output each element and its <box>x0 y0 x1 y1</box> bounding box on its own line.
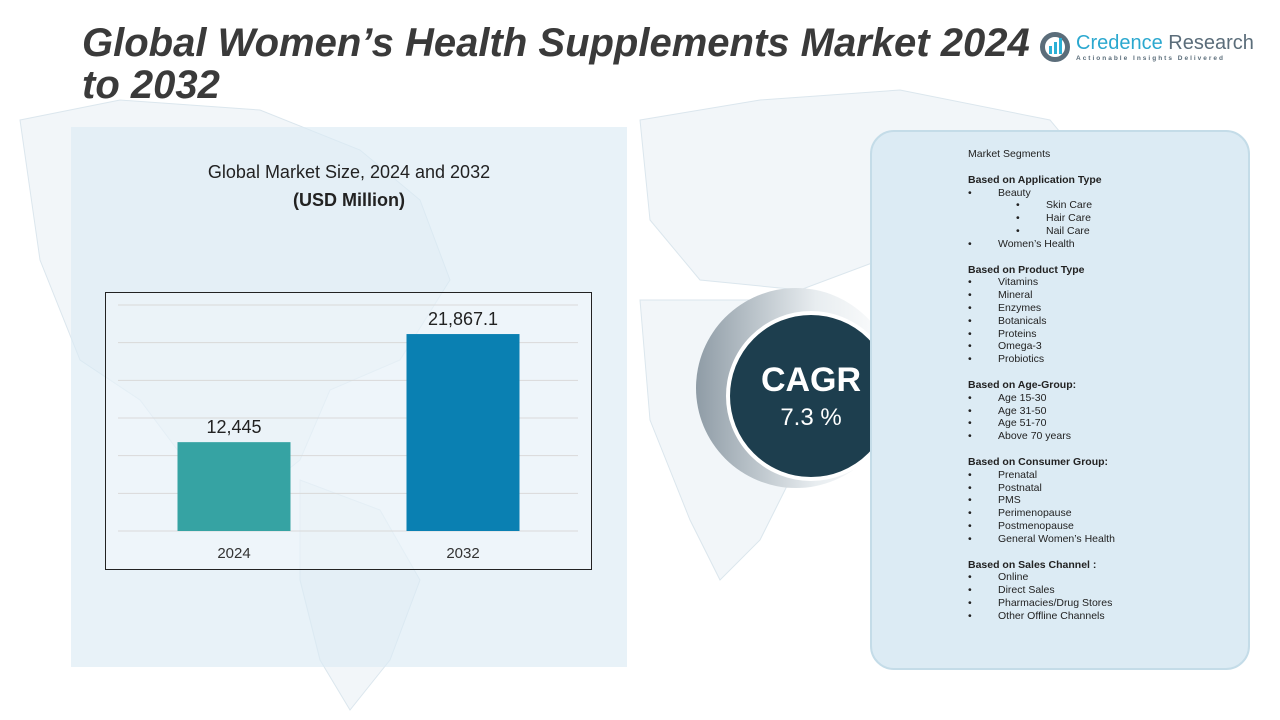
bar-chart: 12,445 2024 21,867.1 2032 <box>105 292 592 570</box>
segment-item: Beauty <box>968 187 1248 200</box>
x-tick-label: 2024 <box>217 545 250 562</box>
page-title: Global Women’s Health Supplements Market… <box>82 21 1030 107</box>
segment-item: Vitamins <box>968 276 1248 289</box>
segments-heading: Market Segments <box>968 148 1051 160</box>
spacer <box>968 546 1248 559</box>
segment-item: Botanicals <box>968 315 1248 328</box>
segment-group-title: Based on Sales Channel : <box>968 558 1097 571</box>
data-label: 12,445 <box>206 417 261 437</box>
segment-group-title: Based on Application Type <box>968 173 1102 186</box>
bar-2032 <box>406 334 520 531</box>
segment-item: Skin Care <box>968 199 1248 212</box>
segment-group-title: Based on Age-Group: <box>968 378 1077 391</box>
cagr-label: CAGR <box>760 361 862 399</box>
bar-2024 <box>177 442 291 531</box>
segment-item: PMS <box>968 494 1248 507</box>
logo-name-a: Credence <box>1076 32 1163 54</box>
segment-item: Above 70 years <box>968 430 1248 443</box>
spacer <box>968 443 1248 456</box>
segment-item: Age 15-30 <box>968 392 1248 405</box>
x-tick-label: 2032 <box>446 545 479 562</box>
segment-item: Direct Sales <box>968 584 1248 597</box>
segment-item: Age 31-50 <box>968 405 1248 418</box>
segment-item: Proteins <box>968 328 1248 341</box>
segment-item: Pharmacies/Drug Stores <box>968 597 1248 610</box>
logo-tagline: Actionable Insights Delivered <box>1076 55 1226 62</box>
logo-name-b: Research <box>1162 32 1254 54</box>
segment-item: Nail Care <box>968 225 1248 238</box>
segment-item: Women’s Health <box>968 238 1248 251</box>
chart-subtitle: (USD Million) <box>293 190 405 210</box>
segment-item: Postmenopause <box>968 520 1248 533</box>
logo-chart-icon <box>1040 32 1070 62</box>
spacer <box>968 161 1248 174</box>
segment-item: Enzymes <box>968 302 1248 315</box>
segment-item: Mineral <box>968 289 1248 302</box>
market-segments-panel: Market Segments Based on Application Typ… <box>870 130 1250 670</box>
cagr-badge: CAGR 7.3 % <box>726 311 896 481</box>
segment-item: Other Offline Channels <box>968 610 1248 623</box>
credence-research-logo: Credence Research Actionable Insights De… <box>1040 32 1254 62</box>
data-label: 21,867.1 <box>428 309 498 329</box>
segment-item: Postnatal <box>968 482 1248 495</box>
segment-item: Perimenopause <box>968 507 1248 520</box>
spacer <box>968 251 1248 264</box>
segment-item: Age 51-70 <box>968 417 1248 430</box>
segment-item: Prenatal <box>968 469 1248 482</box>
spacer <box>968 366 1248 379</box>
segment-group-title: Based on Product Type <box>968 263 1085 276</box>
segment-item: Online <box>968 571 1248 584</box>
segment-item: Hair Care <box>968 212 1248 225</box>
chart-title: Global Market Size, 2024 and 2032 <box>207 162 491 182</box>
segment-item: Omega-3 <box>968 340 1248 353</box>
cagr-value: 7.3 % <box>780 404 842 431</box>
segment-group-title: Based on Consumer Group: <box>968 455 1109 468</box>
segment-item: Probiotics <box>968 353 1248 366</box>
segment-item: General Women’s Health <box>968 533 1248 546</box>
segments-list: Market Segments Based on Application Typ… <box>968 148 1248 623</box>
bar-chart-svg: 12,445 2024 21,867.1 2032 <box>118 304 578 562</box>
market-size-panel: Global Market Size, 2024 and 2032 (USD M… <box>71 127 627 667</box>
